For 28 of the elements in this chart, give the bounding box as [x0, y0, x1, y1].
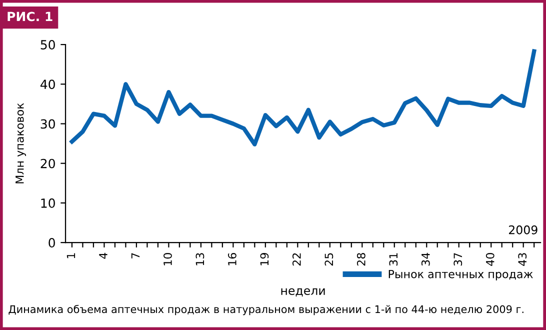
x-tick-label: 16 [228, 252, 236, 266]
y-tick-label: 50 [40, 40, 55, 50]
x-tick-label: 4 [99, 252, 108, 259]
x-tick-label: 22 [292, 253, 301, 266]
x-tick-label: 1 [66, 253, 76, 258]
y-axis-title: Млн упаковок [16, 103, 26, 184]
x-tick-label: 10 [164, 253, 172, 266]
annotation: 2009 [508, 225, 538, 234]
text: Динамика объема аптечных продаж в натуральном выражении с 1-й по 44-ю неделю 2009 г. [8, 304, 524, 316]
x-tick-label: 19 [260, 253, 269, 266]
y-tick-label: 20 [40, 158, 55, 168]
line-series [70, 49, 536, 146]
x-tick-label: 28 [356, 253, 366, 266]
y-tick-label: 40 [40, 80, 55, 90]
x-tick-label: 31 [389, 253, 398, 266]
x-tick-label: 40 [486, 253, 494, 266]
x-tick-label: 7 [131, 253, 140, 258]
y-tick-label: 30 [40, 119, 55, 129]
text: РИС. 1 [8, 12, 52, 22]
x-tick-label: 37 [454, 253, 462, 266]
legend-label: Рынок аптечных продаж [388, 270, 533, 280]
x-axis-title: недели [281, 288, 325, 296]
x-tick-label: 13 [196, 253, 204, 266]
y-tick-label: 10 [41, 198, 55, 208]
x-tick-label: 43 [518, 253, 527, 266]
x-tick-label: 34 [421, 252, 430, 266]
x-tick-label: 25 [324, 253, 334, 266]
y-tick-label: 0 [48, 238, 55, 248]
